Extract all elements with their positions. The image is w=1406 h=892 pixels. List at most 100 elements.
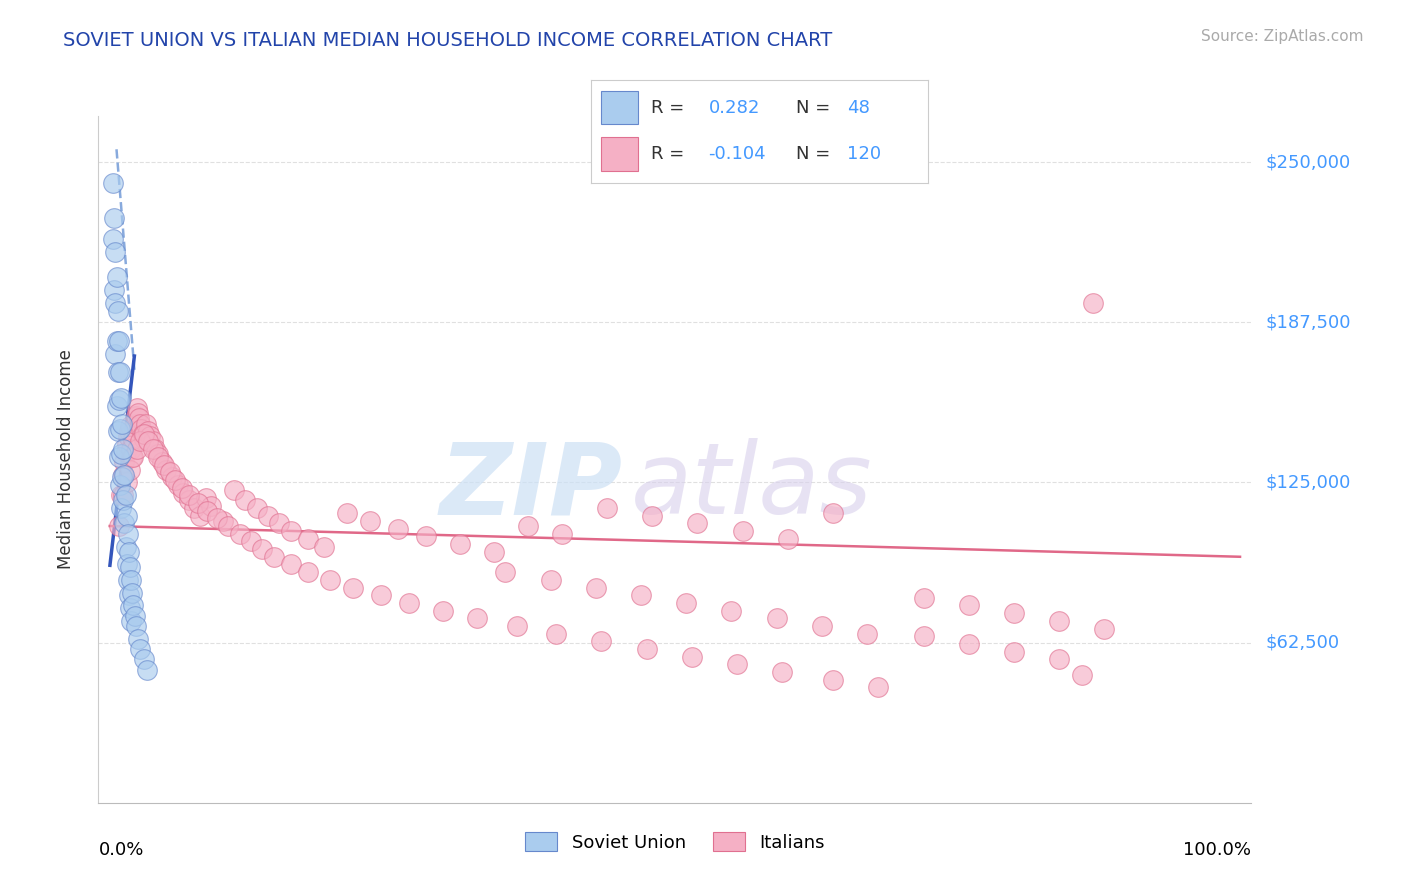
Point [494,565,516,579]
Text: -0.104: -0.104 [709,145,766,163]
Text: 0.0%: 0.0% [98,840,143,859]
Point [125,619,148,633]
Point [132,432,155,446]
Point [823,673,845,687]
Point [115,558,138,572]
Point [118,544,141,558]
Point [681,649,703,664]
Point [136,434,159,449]
Point [120,560,142,574]
Point [142,442,165,457]
Point [107,424,129,438]
Point [811,619,834,633]
Point [160,470,183,484]
Point [122,450,145,464]
Legend: Soviet Union, Italians: Soviet Union, Italians [517,825,832,859]
Point [1047,614,1070,628]
Point [415,529,437,543]
Point [107,393,129,408]
Point [165,473,187,487]
Point [125,409,148,423]
Text: SOVIET UNION VS ITALIAN MEDIAN HOUSEHOLD INCOME CORRELATION CHART: SOVIET UNION VS ITALIAN MEDIAN HOUSEHOLD… [63,31,832,50]
Point [104,347,127,361]
Point [252,542,274,557]
Point [122,599,145,613]
Point [636,642,658,657]
Point [131,426,153,441]
Point [101,176,124,190]
Point [111,417,134,431]
Point [177,488,200,502]
Point [1092,622,1115,636]
Point [217,519,239,533]
Point [263,549,285,564]
Point [155,462,177,476]
Point [110,391,132,405]
Point [686,516,709,531]
Point [112,455,135,469]
Point [114,444,136,458]
Point [183,501,205,516]
Point [112,516,135,531]
Point [132,426,155,441]
Point [370,588,392,602]
Point [121,585,143,599]
Point [104,244,127,259]
Point [1047,652,1070,666]
Point [107,334,129,349]
Point [725,657,748,672]
Point [120,462,142,476]
Point [107,303,129,318]
Point [127,632,149,646]
Point [127,406,149,420]
Point [188,508,211,523]
Text: 0.282: 0.282 [709,99,761,117]
Point [257,508,280,523]
Text: $62,500: $62,500 [1265,633,1340,652]
Point [114,540,136,554]
Text: $250,000: $250,000 [1265,153,1351,171]
Point [143,442,166,457]
Point [112,467,135,482]
Point [111,470,134,484]
Point [108,365,131,379]
Text: ZIP: ZIP [440,438,623,535]
Point [129,642,152,657]
Point [675,596,697,610]
Point [912,629,935,643]
Point [585,581,607,595]
Point [482,544,505,558]
Point [118,588,141,602]
Point [398,596,420,610]
Point [118,424,141,438]
Point [551,526,574,541]
Point [159,465,181,479]
Point [112,488,135,502]
Point [170,481,193,495]
Point [280,524,302,538]
Point [136,663,159,677]
Point [1081,296,1104,310]
Point [269,516,291,531]
Point [107,450,129,464]
Point [105,399,128,413]
Point [142,434,165,449]
Point [297,532,319,546]
Point [124,608,146,623]
Point [117,573,139,587]
Point [105,270,128,285]
Point [117,429,139,443]
Point [957,599,980,613]
Point [200,499,222,513]
Text: N =: N = [796,99,831,117]
Point [222,483,245,497]
Text: R =: R = [651,99,685,117]
Point [765,611,787,625]
Point [957,637,980,651]
Point [104,296,127,310]
Point [101,232,124,246]
Text: R =: R = [651,145,685,163]
Point [132,652,155,666]
Point [336,506,359,520]
Y-axis label: Median Household Income: Median Household Income [56,350,75,569]
